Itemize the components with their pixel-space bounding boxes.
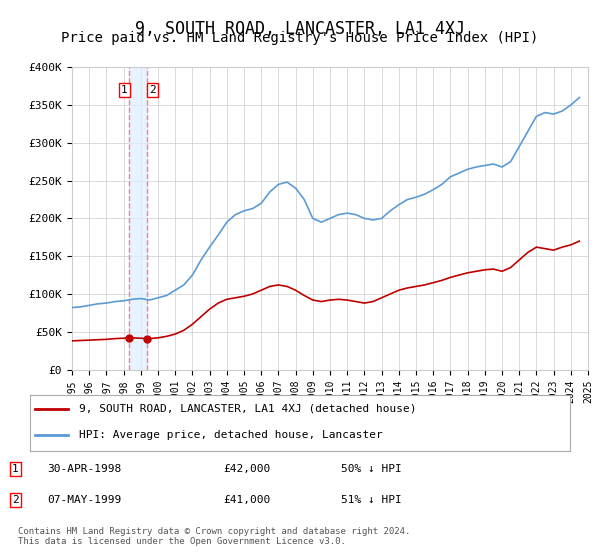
Text: 1: 1 xyxy=(121,85,127,95)
Text: 1: 1 xyxy=(12,464,19,474)
Text: £42,000: £42,000 xyxy=(224,464,271,474)
Text: Contains HM Land Registry data © Crown copyright and database right 2024.
This d: Contains HM Land Registry data © Crown c… xyxy=(18,526,410,546)
Text: 2: 2 xyxy=(149,85,155,95)
Text: 9, SOUTH ROAD, LANCASTER, LA1 4XJ: 9, SOUTH ROAD, LANCASTER, LA1 4XJ xyxy=(135,20,465,38)
Bar xyxy=(129,67,147,370)
Text: 50% ↓ HPI: 50% ↓ HPI xyxy=(341,464,402,474)
Text: 30-APR-1998: 30-APR-1998 xyxy=(47,464,121,474)
Text: 9, SOUTH ROAD, LANCASTER, LA1 4XJ (detached house): 9, SOUTH ROAD, LANCASTER, LA1 4XJ (detac… xyxy=(79,404,416,414)
Text: 2: 2 xyxy=(12,495,19,505)
Text: Price paid vs. HM Land Registry's House Price Index (HPI): Price paid vs. HM Land Registry's House … xyxy=(61,31,539,45)
Text: 07-MAY-1999: 07-MAY-1999 xyxy=(47,495,121,505)
Text: 51% ↓ HPI: 51% ↓ HPI xyxy=(341,495,402,505)
Text: £41,000: £41,000 xyxy=(224,495,271,505)
Text: HPI: Average price, detached house, Lancaster: HPI: Average price, detached house, Lanc… xyxy=(79,430,382,440)
